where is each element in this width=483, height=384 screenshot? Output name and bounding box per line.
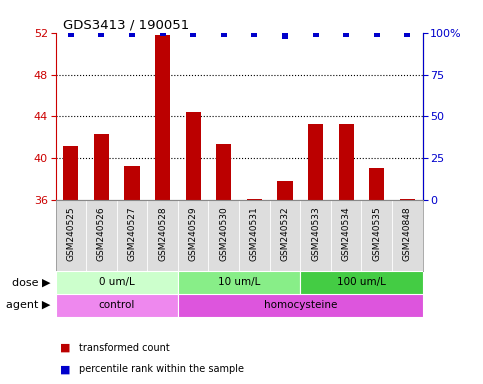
Bar [300, 271, 423, 294]
Text: percentile rank within the sample: percentile rank within the sample [79, 364, 244, 374]
Text: 0 um/L: 0 um/L [99, 277, 135, 287]
Point [159, 30, 167, 36]
Bar [308, 124, 323, 200]
Text: homocysteine: homocysteine [264, 300, 337, 310]
Point [373, 31, 381, 37]
Point [67, 31, 75, 37]
Point [312, 31, 319, 37]
Text: GSM240530: GSM240530 [219, 206, 228, 261]
Point [98, 31, 105, 37]
Text: dose ▶: dose ▶ [12, 277, 51, 287]
Text: ■: ■ [60, 343, 71, 353]
Point [189, 31, 197, 37]
Point [220, 31, 227, 37]
Bar [400, 199, 415, 200]
Text: GSM240848: GSM240848 [403, 206, 412, 261]
Text: GSM240526: GSM240526 [97, 206, 106, 261]
Text: GSM240534: GSM240534 [341, 206, 351, 261]
Bar [63, 146, 78, 200]
Text: GSM240532: GSM240532 [281, 206, 289, 261]
Bar [56, 294, 178, 317]
Bar [339, 124, 354, 200]
Text: GSM240528: GSM240528 [158, 206, 167, 261]
Bar [216, 144, 231, 200]
Bar [277, 182, 293, 200]
Point [281, 33, 289, 39]
Text: 10 um/L: 10 um/L [218, 277, 260, 287]
Bar [56, 271, 178, 294]
Text: ■: ■ [60, 364, 71, 374]
Text: GSM240535: GSM240535 [372, 206, 381, 261]
Text: GSM240529: GSM240529 [189, 206, 198, 261]
Text: agent ▶: agent ▶ [6, 300, 51, 310]
Text: control: control [99, 300, 135, 310]
Bar [178, 271, 300, 294]
Point [251, 31, 258, 37]
Bar [185, 112, 201, 200]
Text: GSM240533: GSM240533 [311, 206, 320, 261]
Point [403, 31, 411, 37]
Bar [155, 35, 170, 200]
Text: transformed count: transformed count [79, 343, 170, 353]
Text: 100 um/L: 100 um/L [337, 277, 386, 287]
Text: GSM240527: GSM240527 [128, 206, 137, 261]
Bar [94, 134, 109, 200]
Text: GDS3413 / 190051: GDS3413 / 190051 [63, 18, 189, 31]
Text: GSM240531: GSM240531 [250, 206, 259, 261]
Point [342, 31, 350, 37]
Text: GSM240525: GSM240525 [66, 206, 75, 261]
Point [128, 31, 136, 37]
Bar [247, 199, 262, 200]
Bar [369, 168, 384, 200]
Bar [125, 166, 140, 200]
Bar [178, 294, 423, 317]
